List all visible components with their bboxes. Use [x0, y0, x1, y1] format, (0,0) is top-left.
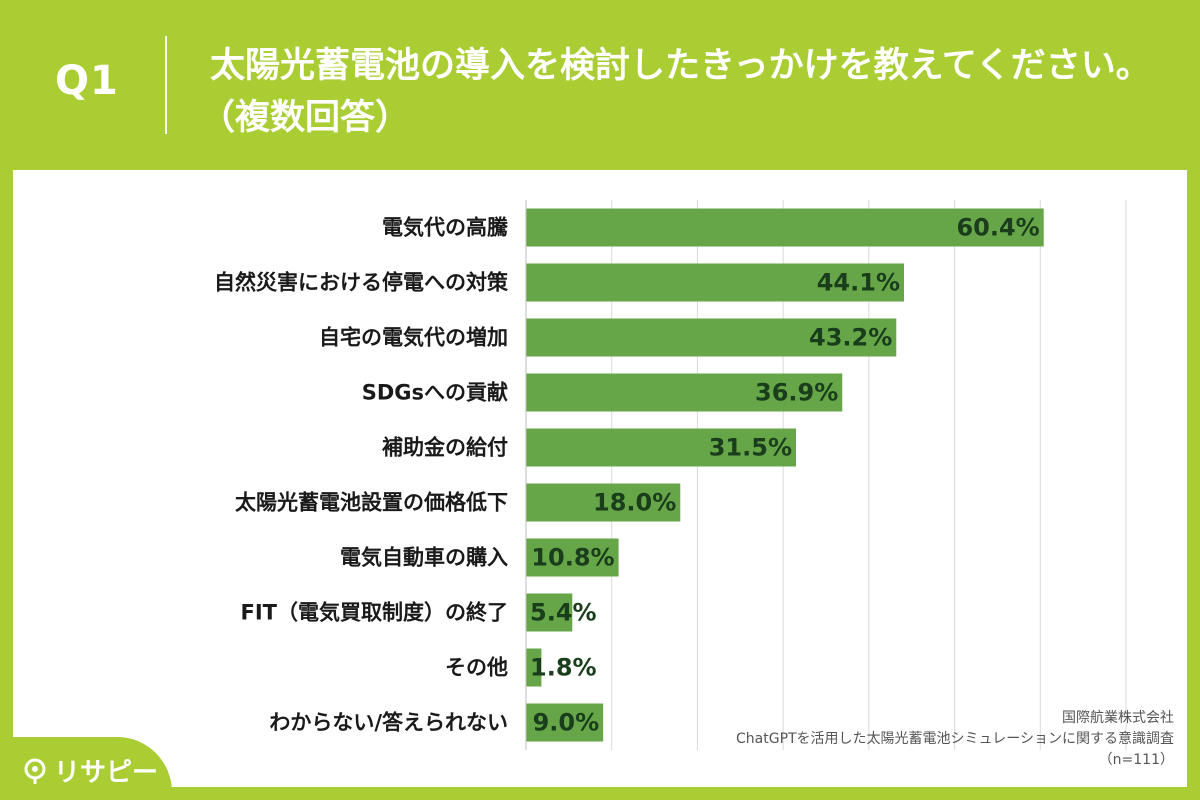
- brand-logo-text: リサピー: [54, 758, 159, 788]
- source-survey: ChatGPTを活用した太陽光蓄電池シミュレーションに関する意識調査: [736, 731, 1174, 747]
- category-label: 太陽光蓄電池設置の価格低下: [235, 491, 508, 515]
- bar: [526, 263, 904, 302]
- bar: [526, 428, 796, 467]
- question-title: 太陽光蓄電池の導入を検討したきっかけを教えてください。 （複数回答）: [200, 40, 1170, 144]
- value-label: 31.5%: [709, 434, 792, 462]
- bar: [526, 208, 1044, 247]
- bar: [526, 703, 604, 742]
- location-pin-icon: [22, 758, 48, 784]
- header-divider: [165, 36, 167, 134]
- bar: [526, 483, 681, 522]
- category-label: 電気自動車の購入: [340, 546, 508, 570]
- value-label: 44.1%: [817, 269, 900, 297]
- source-note: 国際航業株式会社 ChatGPTを活用した太陽光蓄電池シミュレーションに関する意…: [736, 708, 1174, 771]
- question-title-line2: （複数回答）: [200, 98, 411, 138]
- value-label: 9.0%: [533, 709, 600, 737]
- bar: [526, 538, 619, 577]
- category-label: SDGsへの貢献: [362, 381, 508, 405]
- value-label: 60.4%: [956, 214, 1039, 242]
- header: Q1 太陽光蓄電池の導入を検討したきっかけを教えてください。 （複数回答）: [0, 0, 1200, 170]
- bar: [526, 648, 542, 687]
- category-label: 補助金の給付: [381, 436, 508, 460]
- logo-tab: [0, 737, 172, 800]
- value-label: 10.8%: [531, 544, 614, 572]
- category-label: その他: [445, 656, 508, 680]
- value-label: 1.8%: [530, 654, 597, 682]
- source-company: 国際航業株式会社: [1062, 710, 1174, 726]
- source-sample: （n=111）: [1098, 752, 1174, 768]
- category-label: 電気代の高騰: [382, 216, 509, 240]
- value-label: 5.4%: [530, 599, 597, 627]
- category-label: 自然災害における停電への対策: [214, 271, 509, 295]
- category-label: わからない/答えられない: [269, 711, 508, 735]
- bar: [526, 318, 897, 357]
- question-number: Q1: [55, 58, 119, 104]
- brand-logo: リサピー: [22, 752, 158, 789]
- value-label: 18.0%: [593, 489, 676, 517]
- bar-chart: 電気代の高騰 60.4% 自然災害における停電への対策 44.1% 自宅の電気代の増加 4…: [214, 200, 1127, 750]
- chart-panel: 電気代の高騰 60.4% 自然災害における停電への対策 44.1% 自宅の電気代の増加 4…: [13, 170, 1187, 787]
- question-title-line1: 太陽光蓄電池の導入を検討したきっかけを教えてください。: [210, 46, 1151, 86]
- value-label: 43.2%: [809, 324, 892, 352]
- bar: [526, 373, 843, 412]
- category-label: FIT（電気買取制度）の終了: [241, 601, 508, 625]
- bar: [526, 593, 573, 632]
- value-label: 36.9%: [755, 379, 838, 407]
- category-label: 自宅の電気代の増加: [319, 326, 508, 350]
